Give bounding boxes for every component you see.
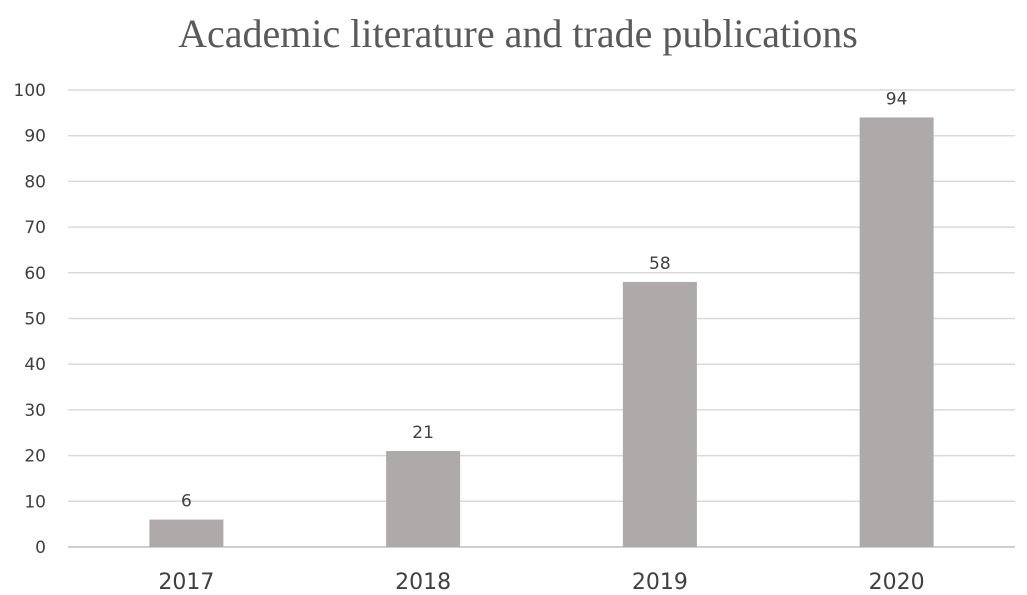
- y-tick-label: 70: [24, 218, 46, 238]
- y-tick-label: 60: [24, 264, 46, 284]
- x-category-label: 2018: [395, 570, 451, 595]
- x-category-label: 2017: [158, 570, 214, 595]
- y-tick-label: 0: [35, 538, 46, 558]
- y-tick-label: 10: [24, 492, 46, 512]
- y-tick-label: 30: [24, 401, 46, 421]
- bar-2017: [149, 519, 224, 547]
- data-label-2019: 58: [649, 254, 671, 274]
- x-category-label: 2020: [869, 570, 925, 595]
- bar-2018: [386, 451, 461, 547]
- data-label-2020: 94: [886, 89, 908, 109]
- data-label-2018: 21: [412, 423, 434, 443]
- data-labels: 6 21 58 94: [181, 89, 907, 511]
- y-tick-label: 100: [14, 81, 46, 101]
- y-tick-label: 90: [24, 127, 46, 147]
- bar-2019: [622, 281, 697, 547]
- gridlines: [68, 89, 1015, 548]
- bar-2020: [859, 117, 934, 548]
- x-category-label: 2019: [632, 570, 688, 595]
- y-tick-label: 80: [24, 172, 46, 192]
- x-axis-category-labels: 2017 2018 2019 2020: [158, 570, 924, 595]
- y-axis-tick-labels: 0 10 20 30 40 50 60 70 80 90 100: [14, 81, 46, 558]
- data-label-2017: 6: [181, 492, 192, 512]
- y-tick-label: 50: [24, 310, 46, 330]
- chart-title: Academic literature and trade publicatio…: [178, 11, 858, 56]
- y-tick-label: 20: [24, 447, 46, 467]
- bars: [149, 117, 934, 548]
- y-tick-label: 40: [24, 355, 46, 375]
